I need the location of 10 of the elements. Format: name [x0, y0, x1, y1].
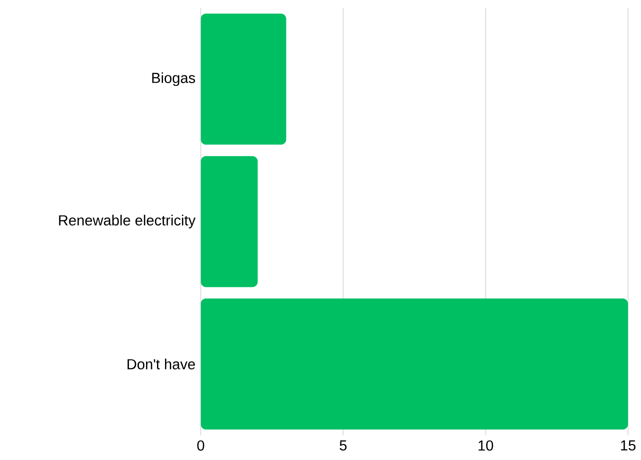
bar [200, 14, 286, 145]
bar [200, 298, 628, 430]
y-tick-label: Biogas [152, 72, 196, 86]
x-tick-label: 10 [478, 440, 494, 451]
x-tick-label: 5 [340, 440, 347, 450]
x-tick-label: 0 [197, 440, 204, 451]
y-tick-label: Don't have [128, 358, 195, 370]
bar [200, 156, 258, 288]
x-tick-label: 15 [621, 440, 636, 450]
y-tick-label: Renewable electricity [59, 214, 196, 228]
